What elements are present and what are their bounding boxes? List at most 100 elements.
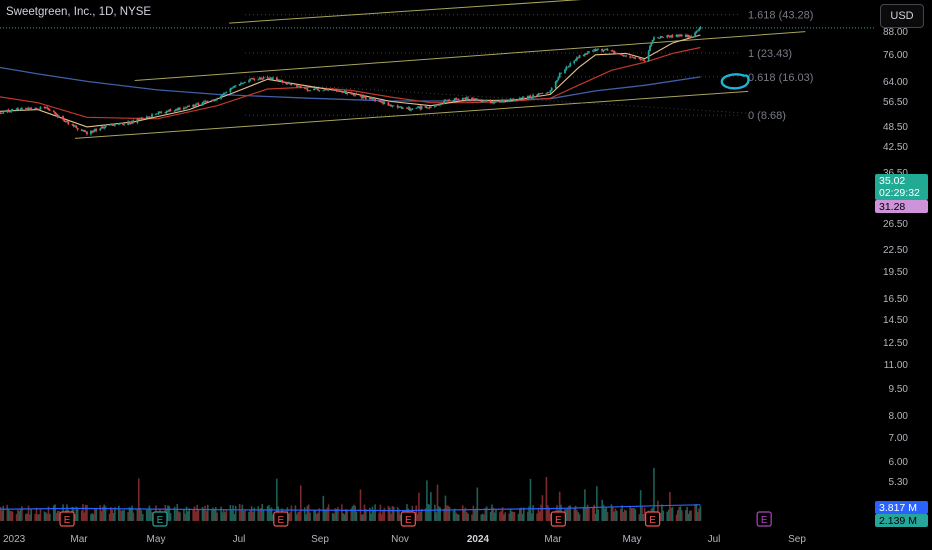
volume-bar [667, 509, 670, 521]
candle-body [165, 111, 168, 113]
candle-body [206, 101, 209, 103]
volume-bar [30, 509, 32, 521]
candle-body [109, 124, 112, 125]
candle-body [297, 86, 299, 87]
candle-body [214, 100, 217, 101]
candle-body [193, 104, 196, 107]
candle-body [621, 54, 623, 56]
volume-bar [132, 512, 135, 521]
candle-body [465, 97, 468, 100]
candle-body [560, 73, 562, 75]
volume-bar [184, 513, 187, 521]
volume-bar [210, 510, 213, 521]
volume-bar [368, 507, 371, 521]
candle-body [351, 93, 354, 95]
volume-bar [214, 506, 217, 521]
candle-body [355, 93, 358, 95]
volume-bar [455, 512, 457, 521]
candle-body [517, 99, 520, 100]
volume-bar [416, 514, 419, 521]
candle-body [137, 119, 140, 120]
candle-body [557, 77, 560, 81]
time-axis-tick-label: Sep [788, 534, 806, 545]
earnings-marker [152, 511, 168, 527]
volume-bar [303, 507, 306, 521]
candle-body [279, 79, 282, 81]
volume-bar [465, 512, 468, 521]
candle-body [501, 99, 504, 102]
volume-bar [483, 514, 485, 521]
volume-bar [678, 506, 680, 521]
price-axis-tick-label: 12.50 [883, 338, 908, 349]
volume-bar [74, 514, 76, 521]
candle-body [164, 112, 167, 114]
candle-body [453, 98, 456, 101]
volume-bar [94, 508, 96, 521]
candle-body [229, 88, 232, 92]
volume-bar [508, 513, 511, 521]
candle-body [155, 113, 157, 115]
candle-body [149, 116, 152, 118]
volume-bar [203, 508, 205, 521]
volume-bar [480, 514, 483, 521]
candle-body [508, 99, 511, 102]
candle-body [528, 95, 531, 97]
volume-bar [545, 477, 548, 521]
candle-body [668, 36, 671, 38]
candle-body [435, 104, 438, 106]
candle-body [564, 69, 566, 74]
candle-body [566, 66, 569, 68]
candle-body [221, 95, 224, 96]
time-axis-tick-label: Jul [233, 534, 246, 545]
volume-bar [257, 506, 260, 521]
volume-bar [643, 507, 646, 521]
candle-body [473, 98, 476, 100]
candle-body [252, 78, 254, 80]
candle-body [299, 85, 302, 88]
volume-bar [435, 512, 437, 521]
volume-bar [592, 506, 594, 521]
ma-long-line [0, 66, 701, 102]
volume-bar [192, 509, 194, 521]
volume-bar [176, 504, 179, 521]
volume-bar [99, 505, 102, 521]
volume-bar [351, 506, 354, 521]
candle-body [157, 111, 160, 114]
trend-line-channel-upper [134, 31, 806, 82]
volume-bar [201, 507, 204, 521]
candle-body [220, 95, 222, 99]
price-axis-tick-label: 8.00 [889, 411, 909, 422]
candle-body [341, 91, 343, 93]
candle-body [270, 77, 273, 80]
volume-bar [141, 514, 144, 521]
volume-bar [322, 495, 325, 521]
volume-bar [82, 504, 84, 521]
candle-body [661, 36, 663, 38]
volume-bar [110, 507, 112, 521]
volume-bar [112, 512, 115, 521]
volume-bar [378, 512, 380, 521]
fib-level-label: 0.618 (16.03) [748, 72, 813, 84]
volume-bar [503, 514, 505, 521]
candle-body [443, 100, 446, 105]
candle-body [518, 97, 521, 100]
price-axis-tick-label: 36.50 [883, 168, 908, 179]
earnings-marker [645, 511, 661, 527]
volume-bar [476, 487, 479, 521]
volume-bar [10, 511, 13, 521]
candle-body [294, 84, 297, 85]
volume-bar [260, 508, 262, 521]
candle-body [380, 101, 383, 103]
volume-bar [633, 507, 635, 521]
candle-body [382, 101, 384, 104]
candle-body [354, 93, 357, 96]
currency-button[interactable]: USD [880, 4, 924, 28]
volume-bar [225, 509, 228, 521]
candle-body [167, 111, 169, 112]
candle-body [569, 63, 572, 66]
candle-body [492, 101, 495, 104]
candle-body [159, 111, 161, 113]
candle-body [530, 97, 533, 99]
candle-body [537, 93, 540, 97]
